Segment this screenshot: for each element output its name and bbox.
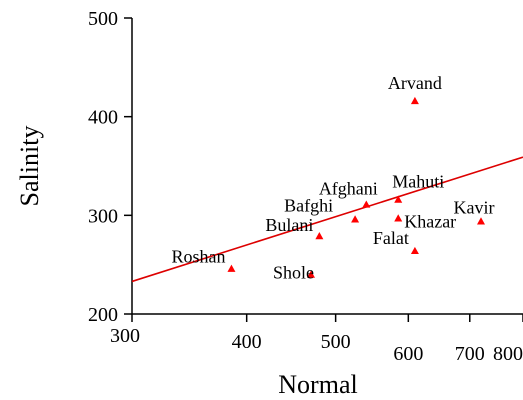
data-point	[351, 215, 360, 223]
data-point	[362, 200, 371, 208]
point-label: Afghani	[319, 178, 378, 198]
x-tick-label: 400	[232, 331, 262, 353]
y-tick-label: 200	[88, 304, 118, 326]
point-label: Arvand	[388, 73, 442, 93]
point-label: Khazar	[404, 211, 456, 231]
point-label: Falat	[373, 228, 409, 248]
trendline	[131, 156, 523, 283]
data-point	[227, 264, 236, 272]
data-points	[227, 96, 485, 278]
x-tick-label: 800	[493, 343, 523, 365]
data-point	[476, 217, 485, 225]
y-tick-label: 300	[88, 205, 118, 227]
point-label: Bafghi	[284, 195, 333, 215]
trendline-group	[131, 156, 523, 283]
y-ticks: 200 300 400 500	[88, 8, 132, 326]
x-ticks: 300 400 500 600 700 800	[110, 314, 523, 365]
data-point	[410, 96, 419, 105]
data-point	[315, 232, 324, 240]
y-tick-label: 400	[88, 107, 118, 129]
data-point	[394, 195, 403, 203]
x-tick-label: 700	[455, 343, 485, 365]
x-tick-label: 500	[321, 331, 351, 353]
x-axis-title: Normal	[278, 370, 357, 399]
x-tick-label: 600	[393, 343, 423, 365]
x-tick-label: 300	[110, 325, 140, 347]
data-point	[306, 270, 315, 278]
y-axis-title: Salinity	[15, 126, 44, 207]
data-point	[410, 246, 419, 255]
point-label: Mahuti	[392, 172, 444, 192]
point-label: Kavir	[454, 197, 495, 217]
data-point	[394, 214, 403, 222]
axes	[131, 18, 523, 315]
point-label: Bulani	[265, 215, 313, 235]
y-tick-label: 500	[88, 8, 118, 30]
point-label: Roshan	[171, 247, 225, 267]
point-label: Shole	[273, 263, 314, 283]
